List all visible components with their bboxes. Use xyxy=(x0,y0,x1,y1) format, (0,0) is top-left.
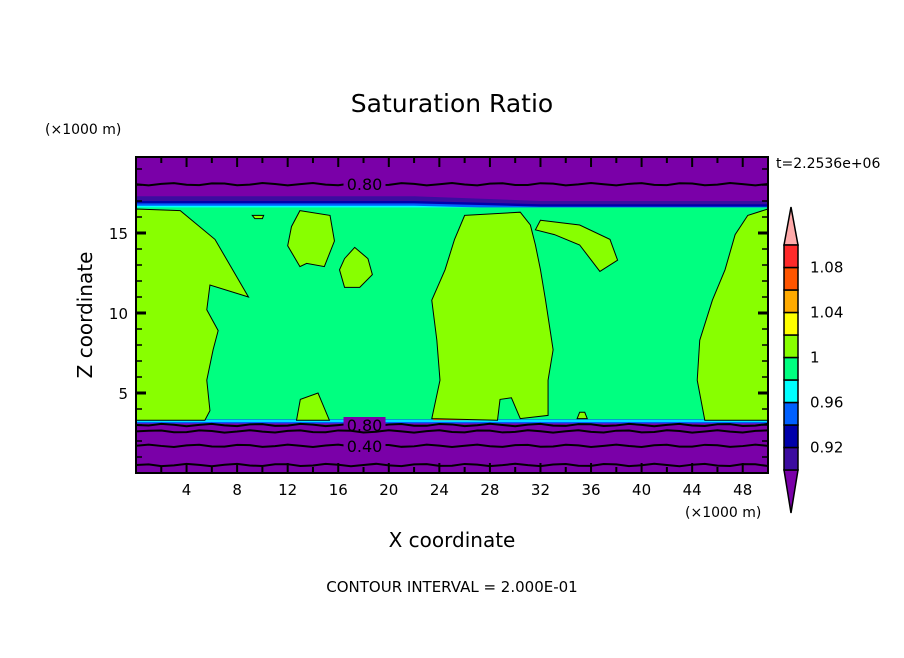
x-tick-label: 40 xyxy=(632,481,651,499)
colorbar-label: 1.08 xyxy=(810,259,843,277)
x-tick-label: 28 xyxy=(480,481,499,499)
colorbar-box-0.96 xyxy=(783,379,799,404)
colorbar-label: 1 xyxy=(810,349,820,367)
colorbar-label: 0.92 xyxy=(810,439,843,457)
y-tick-label: 15 xyxy=(109,225,128,243)
surface-band-0.96 xyxy=(136,420,768,422)
colorbar-box-1.08 xyxy=(783,244,799,269)
region-above-1-3 xyxy=(338,246,373,288)
colorbar-under-triangle xyxy=(783,469,799,514)
time-label: t=2.2536e+06 xyxy=(776,156,880,172)
colorbar: 0.92 0.96 1 1.04 1.08 xyxy=(783,206,843,514)
x-tick-label: 32 xyxy=(531,481,550,499)
x-tick-label: 20 xyxy=(379,481,398,499)
contour-label: 0.40 xyxy=(347,437,383,456)
contour-label-bg xyxy=(343,176,386,193)
x-tick-label: 48 xyxy=(733,481,752,499)
contour-line-0.4 xyxy=(136,443,768,449)
y-tick-label: 10 xyxy=(109,305,128,323)
x-tick-label: 24 xyxy=(430,481,449,499)
region-above-1-4 xyxy=(431,211,554,421)
colorbar-box-0.98 xyxy=(783,356,799,381)
contour-label: 0.80 xyxy=(347,175,383,194)
colorbar-box-0.94 xyxy=(783,401,799,426)
y-tick-label: 5 xyxy=(118,385,128,403)
contour-interval-footer: CONTOUR INTERVAL = 2.000E-01 xyxy=(326,578,577,596)
y-units-label: (×1000 m) xyxy=(45,122,121,138)
region-above-1-7 xyxy=(576,411,588,420)
colorbar-box-0.92 xyxy=(783,424,799,449)
region-above-1-6 xyxy=(696,208,768,421)
x-units-label: (×1000 m) xyxy=(685,505,761,521)
x-tick-label: 8 xyxy=(232,481,242,499)
x-tick-label: 12 xyxy=(278,481,297,499)
x-tick-label: 16 xyxy=(329,481,348,499)
x-tick-label: 36 xyxy=(581,481,600,499)
x-axis-label: X coordinate xyxy=(389,528,516,552)
contour-line-0.2 xyxy=(136,462,768,468)
contour-line-0.8 xyxy=(136,422,768,428)
y-axis-label: Z coordinate xyxy=(73,252,97,379)
region-above-1-8 xyxy=(251,214,265,220)
colorbar-box-1.06 xyxy=(783,266,799,291)
colorbar-box-1 xyxy=(783,334,799,359)
colorbar-box-1.04 xyxy=(783,289,799,314)
contour-label: 0.80 xyxy=(347,416,383,435)
region-above-1-5 xyxy=(534,219,619,273)
contour-label-bg xyxy=(343,417,386,433)
x-tick-label: 4 xyxy=(182,481,192,499)
contour-line-0.6 xyxy=(136,429,768,434)
x-tick-label: 44 xyxy=(683,481,702,499)
colorbar-label: 1.04 xyxy=(810,304,843,322)
colorbar-over-triangle xyxy=(783,206,799,246)
plot-area: 0.80 0.80 0.40 xyxy=(136,157,768,473)
colorbar-box-1.02 xyxy=(783,311,799,336)
colorbar-label: 0.96 xyxy=(810,394,843,412)
colorbar-box-0.9 xyxy=(783,446,799,471)
contour-line-0.8 xyxy=(136,181,768,187)
region-above-1-0 xyxy=(136,208,250,421)
region-above-1-1 xyxy=(295,392,331,421)
contour-label-bg xyxy=(343,437,386,454)
region-above-1-2 xyxy=(287,210,335,268)
plot-frame xyxy=(135,156,769,474)
chart-title: Saturation Ratio xyxy=(351,89,553,118)
